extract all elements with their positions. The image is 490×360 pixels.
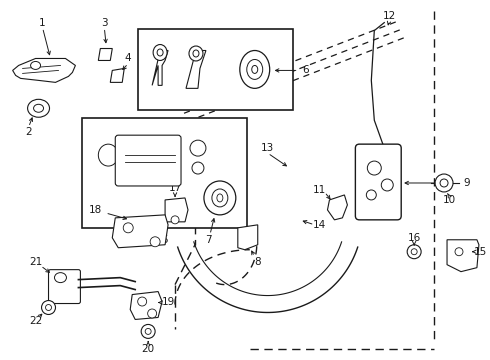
FancyBboxPatch shape bbox=[355, 144, 401, 220]
Ellipse shape bbox=[217, 194, 223, 202]
Ellipse shape bbox=[157, 49, 163, 56]
Ellipse shape bbox=[368, 161, 381, 175]
Polygon shape bbox=[186, 50, 206, 88]
Ellipse shape bbox=[247, 59, 263, 80]
Ellipse shape bbox=[407, 245, 421, 259]
Text: 18: 18 bbox=[89, 205, 102, 215]
Ellipse shape bbox=[435, 174, 453, 192]
Ellipse shape bbox=[193, 50, 199, 57]
Ellipse shape bbox=[252, 66, 258, 73]
Text: 12: 12 bbox=[383, 11, 396, 21]
Ellipse shape bbox=[46, 305, 51, 310]
Ellipse shape bbox=[34, 104, 44, 112]
Ellipse shape bbox=[123, 223, 133, 233]
Text: 7: 7 bbox=[205, 235, 211, 245]
Text: 13: 13 bbox=[261, 143, 274, 153]
Bar bbox=[82, 118, 247, 228]
Text: 4: 4 bbox=[125, 54, 131, 63]
Ellipse shape bbox=[455, 248, 463, 256]
Polygon shape bbox=[110, 68, 124, 82]
Ellipse shape bbox=[240, 50, 270, 88]
Polygon shape bbox=[112, 215, 168, 248]
Text: 10: 10 bbox=[442, 195, 456, 205]
Polygon shape bbox=[447, 240, 479, 272]
Polygon shape bbox=[327, 195, 347, 220]
Ellipse shape bbox=[192, 162, 204, 174]
Ellipse shape bbox=[367, 190, 376, 200]
Polygon shape bbox=[13, 58, 75, 82]
Ellipse shape bbox=[204, 181, 236, 215]
Ellipse shape bbox=[141, 324, 155, 338]
Ellipse shape bbox=[27, 99, 49, 117]
Text: 6: 6 bbox=[302, 66, 309, 76]
Text: 2: 2 bbox=[25, 127, 32, 137]
Ellipse shape bbox=[150, 237, 160, 247]
Ellipse shape bbox=[212, 189, 228, 207]
Polygon shape bbox=[238, 225, 258, 250]
Ellipse shape bbox=[153, 45, 167, 60]
Bar bbox=[138, 28, 293, 110]
Polygon shape bbox=[130, 292, 162, 319]
Text: 16: 16 bbox=[408, 233, 421, 243]
Text: 1: 1 bbox=[39, 18, 46, 28]
Text: 21: 21 bbox=[29, 257, 42, 267]
Text: 5: 5 bbox=[161, 235, 168, 245]
Polygon shape bbox=[98, 49, 112, 60]
Text: 9: 9 bbox=[464, 178, 470, 188]
Polygon shape bbox=[152, 50, 168, 85]
Text: 14: 14 bbox=[313, 220, 326, 230]
Text: 15: 15 bbox=[474, 247, 488, 257]
Ellipse shape bbox=[189, 46, 203, 61]
Ellipse shape bbox=[190, 140, 206, 156]
Text: 8: 8 bbox=[254, 257, 261, 267]
Text: 19: 19 bbox=[161, 297, 175, 306]
Text: 11: 11 bbox=[313, 185, 326, 195]
Text: 3: 3 bbox=[101, 18, 108, 28]
Text: 20: 20 bbox=[142, 345, 155, 354]
Polygon shape bbox=[165, 198, 188, 222]
Ellipse shape bbox=[138, 297, 147, 306]
Text: 22: 22 bbox=[29, 316, 42, 327]
Ellipse shape bbox=[381, 179, 393, 191]
FancyBboxPatch shape bbox=[115, 135, 181, 186]
Ellipse shape bbox=[42, 301, 55, 315]
Ellipse shape bbox=[411, 249, 417, 255]
Ellipse shape bbox=[30, 62, 41, 69]
FancyBboxPatch shape bbox=[49, 270, 80, 303]
Ellipse shape bbox=[171, 216, 179, 224]
Text: 17: 17 bbox=[169, 183, 182, 193]
Ellipse shape bbox=[98, 144, 118, 166]
Ellipse shape bbox=[440, 179, 448, 187]
Ellipse shape bbox=[54, 273, 67, 283]
Ellipse shape bbox=[147, 309, 157, 318]
Ellipse shape bbox=[145, 328, 151, 334]
